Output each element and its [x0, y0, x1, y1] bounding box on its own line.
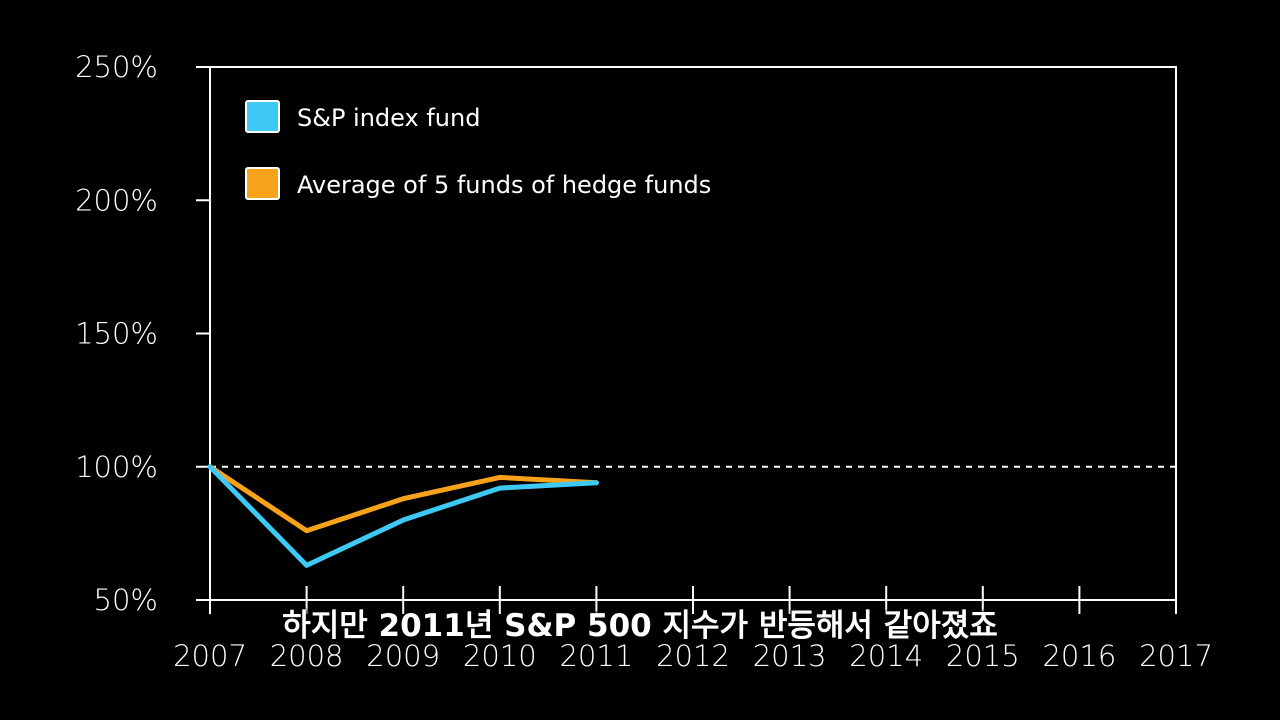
x-tick-label: 2017	[1139, 639, 1213, 673]
y-axis-ticks: 250% 200% 150% 100% 50%	[75, 50, 210, 617]
x-tick-label: 2012	[656, 639, 730, 673]
y-tick-label: 250%	[75, 50, 158, 84]
x-tick-label: 2015	[946, 639, 1020, 673]
series-lines	[207, 464, 599, 568]
y-tick-label: 100%	[75, 450, 158, 484]
hedge-funds-line	[207, 464, 599, 534]
legend-swatch-sp-index	[245, 100, 280, 133]
y-tick-label: 200%	[75, 183, 158, 217]
legend-label-sp-index: S&P index fund	[297, 104, 480, 132]
legend: S&P index fund Average of 5 funds of hed…	[245, 100, 711, 200]
subtitle-caption: 하지만 2011년 S&P 500 지수가 반등해서 같아졌죠	[282, 608, 998, 644]
x-axis-ticks: 2007 2008 2009 2010 2011 2012 2013 2014 2015 2016…	[173, 586, 1213, 673]
x-tick-label: 2009	[366, 639, 440, 673]
y-tick-label: 150%	[75, 317, 158, 351]
x-tick-label: 2007	[173, 639, 247, 673]
y-tick-label: 50%	[94, 583, 158, 617]
x-tick-label: 2008	[270, 639, 344, 673]
sp-index-line	[207, 464, 599, 568]
x-tick-label: 2013	[753, 639, 827, 673]
x-tick-label: 2016	[1042, 639, 1116, 673]
x-tick-label: 2014	[849, 639, 923, 673]
plot-frame	[209, 66, 1177, 601]
legend-swatch-hedge-funds	[245, 167, 280, 200]
legend-label-hedge-funds: Average of 5 funds of hedge funds	[297, 171, 711, 199]
x-tick-label: 2011	[559, 639, 633, 673]
x-tick-label: 2010	[463, 639, 537, 673]
